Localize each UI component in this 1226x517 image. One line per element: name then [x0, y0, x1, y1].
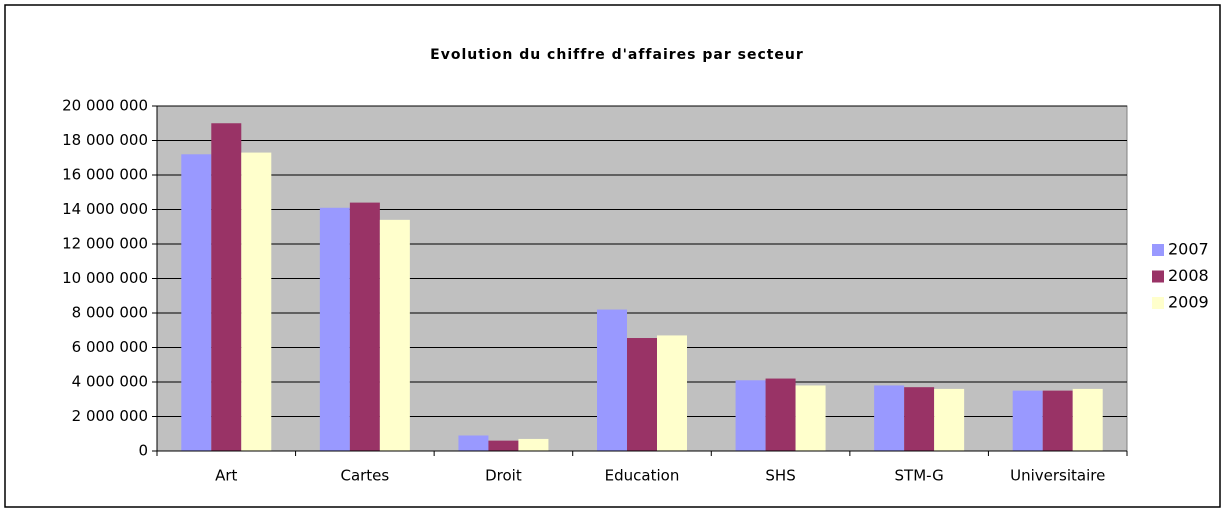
x-tick-label: STM-G [895, 467, 944, 485]
y-tick-label: 2 000 000 [72, 407, 148, 425]
bar [1012, 390, 1043, 451]
legend-label: 2009 [1168, 293, 1209, 312]
y-tick-label: 6 000 000 [72, 338, 148, 356]
y-tick-label: 18 000 000 [62, 131, 148, 149]
bar [1042, 390, 1073, 451]
bar [379, 219, 410, 451]
bar [458, 435, 489, 451]
y-tick-label: 20 000 000 [62, 97, 148, 115]
x-tick-label: SHS [765, 467, 795, 485]
x-tick-label: Universitaire [1010, 467, 1105, 485]
legend-swatch [1152, 270, 1164, 283]
y-tick-label: 8 000 000 [72, 304, 148, 322]
x-tick-label: Droit [485, 467, 522, 485]
bar [765, 378, 796, 451]
x-tick-label: Education [605, 467, 680, 485]
bar [904, 387, 935, 451]
y-tick-label: 14 000 000 [62, 200, 148, 218]
y-tick-label: 0 [138, 442, 148, 460]
legend-label: 2007 [1168, 240, 1209, 259]
y-tick-label: 10 000 000 [62, 269, 148, 287]
legend-label: 2008 [1168, 266, 1209, 285]
bar [627, 338, 657, 451]
bar [657, 335, 687, 451]
bar [319, 207, 350, 451]
bar [518, 438, 549, 451]
y-tick-label: 4 000 000 [72, 373, 148, 391]
legend-swatch [1152, 297, 1164, 309]
chart-title: Evolution du chiffre d'affaires par sect… [430, 47, 804, 63]
bar [597, 309, 627, 451]
bar [735, 380, 766, 451]
y-tick-label: 12 000 000 [62, 235, 148, 253]
y-tick-label: 16 000 000 [62, 166, 148, 184]
bar [349, 202, 380, 451]
bar [1072, 388, 1103, 451]
bar [241, 152, 272, 451]
bar [795, 385, 826, 451]
bar [181, 154, 212, 452]
legend-swatch [1152, 244, 1164, 256]
bar [488, 440, 519, 451]
bar [874, 385, 905, 451]
bar [211, 123, 242, 451]
bar [934, 388, 965, 451]
x-tick-label: Cartes [340, 467, 389, 485]
x-tick-label: Art [215, 467, 237, 485]
